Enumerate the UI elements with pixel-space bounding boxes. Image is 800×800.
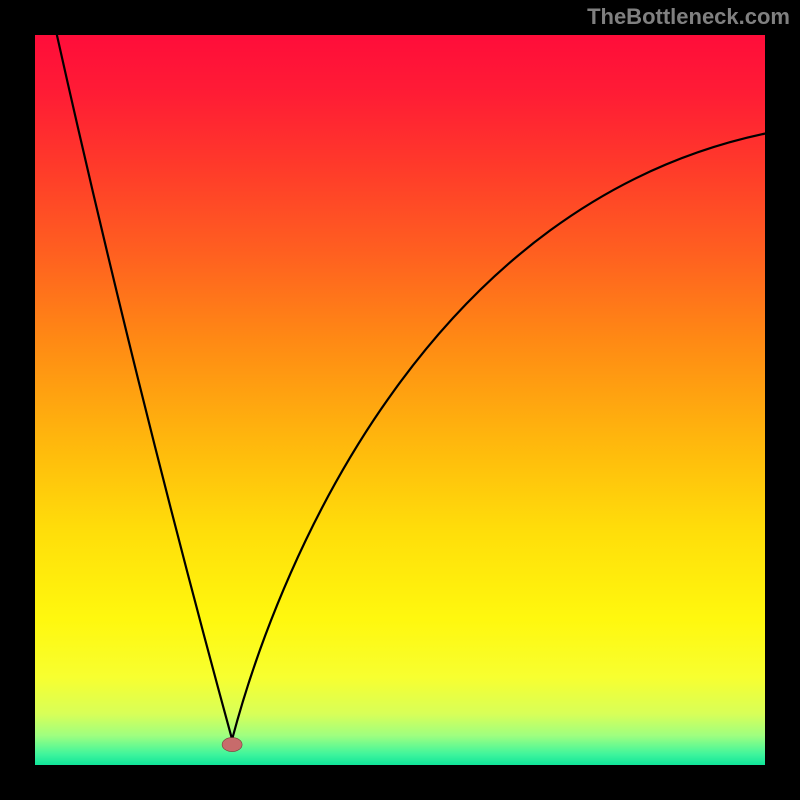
- minimum-marker: [222, 738, 242, 752]
- plot-area: [35, 35, 765, 765]
- gradient-background: [35, 35, 765, 765]
- chart-frame: TheBottleneck.com: [0, 0, 800, 800]
- chart-svg: [35, 35, 765, 765]
- watermark-text: TheBottleneck.com: [587, 4, 790, 30]
